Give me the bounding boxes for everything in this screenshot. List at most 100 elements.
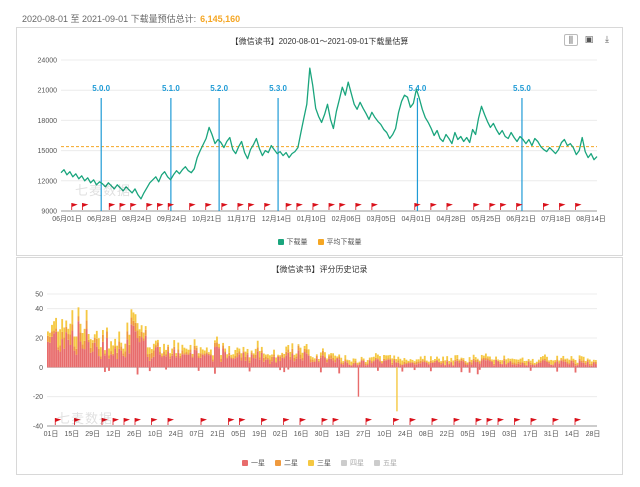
rating-bar (89, 347, 92, 353)
rating-bar (413, 361, 416, 363)
rating-bar (81, 348, 84, 368)
rating-bar (277, 354, 280, 356)
legend-item-three-star[interactable]: 三星 (308, 458, 331, 468)
rating-bar (594, 361, 597, 365)
rating-bar (63, 348, 66, 368)
download-icon[interactable]: ⤓ (605, 34, 609, 44)
rating-bar (65, 320, 68, 327)
rating-bar (262, 361, 265, 368)
rating-bar (271, 356, 273, 362)
rating-bar (234, 358, 237, 368)
rating-bar (256, 351, 259, 368)
rating-bar (51, 336, 53, 368)
rating-bar (110, 351, 112, 355)
rating-bar (499, 361, 502, 364)
rating-bar (560, 357, 563, 360)
y-tick-label: 18000 (38, 118, 58, 125)
release-flag-icon (328, 203, 335, 210)
rating-bar (401, 364, 404, 365)
rating-bar (548, 361, 550, 364)
rating-bar (116, 352, 119, 360)
rating-bar (466, 362, 469, 364)
y-tick-label: 12000 (38, 178, 58, 185)
legend-item-one-star[interactable]: 一星 (242, 458, 265, 468)
rating-bar (397, 356, 400, 361)
rating-bar (108, 358, 110, 368)
rating-bar (495, 359, 497, 360)
rating-bar (346, 359, 349, 362)
rating-bar (124, 351, 127, 358)
rating-bar (144, 329, 147, 336)
legend-item-two-star[interactable]: 二星 (275, 458, 298, 468)
rating-bar (179, 355, 182, 359)
rating-bar (191, 357, 194, 368)
flag-banner (432, 418, 438, 422)
rating-bar-negative (429, 367, 432, 372)
release-flag-icon (123, 418, 130, 425)
rating-bar-negative (401, 367, 404, 372)
rating-bar (275, 357, 277, 362)
rating-bar (328, 358, 330, 368)
rating-bar (429, 356, 432, 361)
rating-bar (546, 356, 548, 361)
flag-banner (55, 418, 62, 422)
rating-bar (291, 343, 294, 349)
x-tick-label: 30日 (315, 430, 330, 438)
rating-bar (570, 360, 573, 361)
legend-item-five-star[interactable]: 五星 (374, 458, 397, 468)
x-tick-label: 01月10日 (297, 215, 327, 223)
x-tick-label: 10日 (377, 430, 392, 438)
rating-bar-negative (413, 367, 416, 371)
rating-bar (138, 335, 141, 343)
flag-banner (414, 203, 421, 207)
rating-bar (126, 331, 129, 340)
rating-bar (513, 359, 516, 363)
rating-bar (175, 357, 178, 368)
rating-bar (405, 363, 408, 365)
rating-bar (550, 359, 552, 365)
rating-bar (572, 358, 575, 361)
rating-bar (148, 347, 151, 354)
rating-bar (148, 353, 151, 361)
rating-bar (106, 338, 108, 368)
legend-item-average[interactable]: 平均下载量 (317, 237, 362, 247)
rating-bar (305, 349, 308, 354)
rating-bar (480, 358, 483, 361)
rating-bar (51, 331, 53, 337)
rating-bar (242, 346, 245, 352)
rating-bar (415, 359, 418, 363)
rating-bar (83, 349, 86, 368)
rating-bar (106, 327, 108, 332)
rating-bar (179, 353, 182, 356)
bar-chart-icon[interactable]: ⫼ (564, 34, 578, 46)
rating-bar (550, 364, 552, 365)
rating-bar (362, 360, 365, 368)
rating-bar (187, 349, 190, 354)
rating-bar (507, 358, 510, 363)
x-tick-label: 13日 (335, 430, 350, 438)
rating-bar (57, 347, 60, 350)
release-flag-icon (283, 418, 290, 425)
rating-bar (594, 360, 597, 362)
rating-bar (521, 361, 524, 363)
rating-bar (458, 362, 461, 368)
release-flag-icon (552, 418, 559, 425)
rating-bar (350, 365, 353, 368)
legend-item-four-star[interactable]: 四星 (341, 458, 364, 468)
rating-bar (205, 352, 208, 355)
flag-banner (543, 203, 550, 207)
rating-bar (537, 362, 540, 368)
release-flag-icon (500, 203, 507, 210)
rating-bar (267, 354, 269, 359)
summary-label: 2020-08-01 至 2021-09-01 下载量预估总计: (22, 14, 197, 24)
rating-bar (214, 342, 216, 348)
rating-bar (566, 361, 569, 364)
rating-bar (403, 358, 406, 362)
legend-item-downloads[interactable]: 下载量 (277, 237, 308, 247)
rating-bar (588, 365, 591, 368)
rating-bar (460, 360, 463, 368)
rating-bar (342, 364, 345, 368)
image-icon[interactable]: ▣ (584, 34, 594, 44)
rating-bar (273, 349, 275, 355)
rating-bar-negative (136, 367, 139, 375)
